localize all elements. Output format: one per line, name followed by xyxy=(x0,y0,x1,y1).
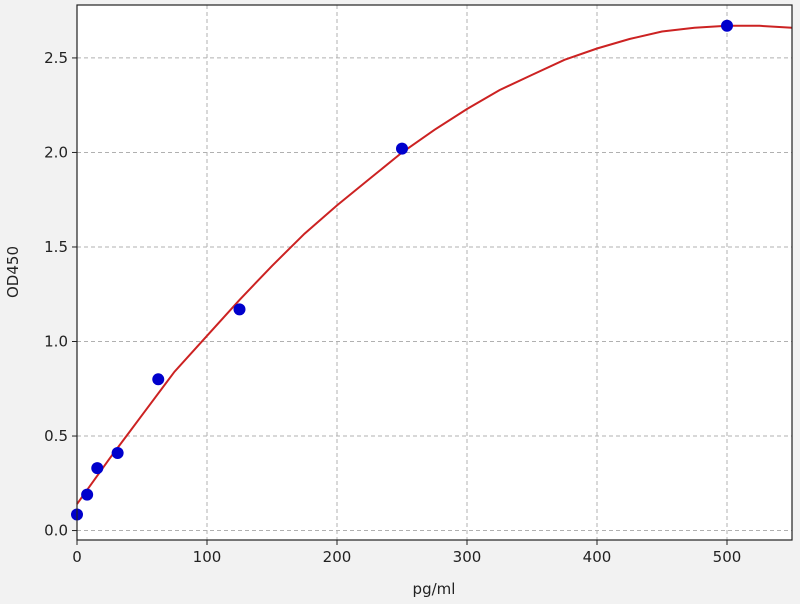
points-group xyxy=(71,19,733,521)
plot-area xyxy=(77,5,792,540)
data-point xyxy=(396,142,408,155)
fit-curve-line xyxy=(76,24,793,505)
x-tick-label: 200 xyxy=(323,548,352,566)
y-tick-label: 2.0 xyxy=(44,143,68,161)
y-axis-label: OD450 xyxy=(4,246,22,298)
y-tick-label: 0.0 xyxy=(44,522,68,540)
data-point xyxy=(721,19,733,32)
plot-frame xyxy=(76,4,793,541)
y-tick-label: 2.5 xyxy=(44,49,68,67)
grid xyxy=(76,5,792,540)
x-tick-label: 0 xyxy=(72,548,82,566)
x-tick-label: 300 xyxy=(453,548,482,566)
fit-curve-group xyxy=(76,24,793,505)
x-tick-label: 100 xyxy=(193,548,222,566)
y-tick-label: 0.5 xyxy=(44,427,68,445)
data-point xyxy=(233,303,246,316)
y-tick-label: 1.5 xyxy=(44,238,68,256)
data-point xyxy=(152,373,165,386)
x-tick-label: 400 xyxy=(583,548,612,566)
data-point xyxy=(81,488,94,501)
x-ticks: 0 100 200 300 400 500 xyxy=(72,540,741,566)
x-tick-label: 500 xyxy=(713,548,742,566)
y-tick-label: 1.0 xyxy=(44,333,68,351)
y-ticks: 0.0 0.5 1.0 1.5 2.0 2.5 xyxy=(44,49,77,540)
data-point xyxy=(111,447,124,460)
x-axis-label: pg/ml xyxy=(413,580,456,598)
data-point xyxy=(91,462,104,475)
